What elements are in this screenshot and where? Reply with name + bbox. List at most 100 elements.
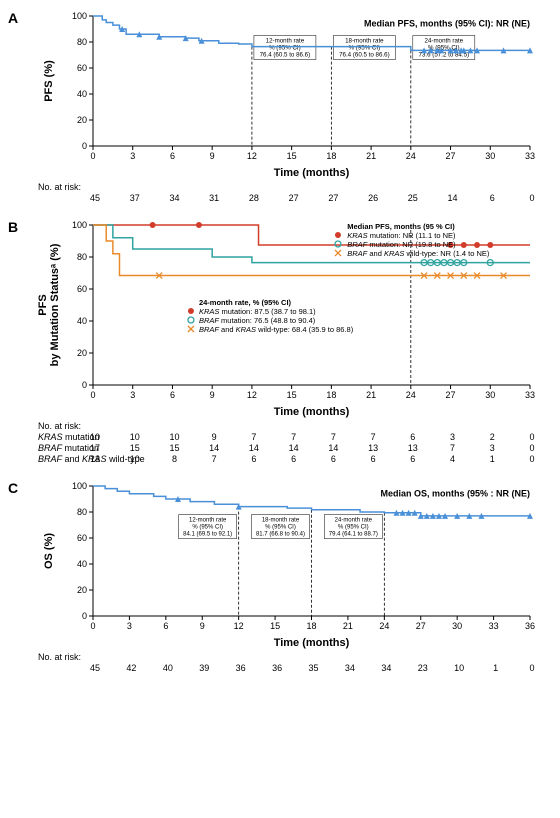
svg-text:84.1 (69.5 to 92.1): 84.1 (69.5 to 92.1) [183,532,232,538]
svg-text:76.4 (60.5 to 86.6): 76.4 (60.5 to 86.6) [339,52,390,59]
panel-b: B 0 20 40 60 80 100 0 3 6 9 12 15 18 21 24 27 30 33 Time (… [8,219,552,466]
svg-text:by Mutation Statusᵃ (%): by Mutation Statusᵃ (%) [49,243,61,366]
panel-a-risk-table: No. at risk:4537343128272726251460 [38,182,552,205]
svg-text:80: 80 [77,252,87,262]
svg-text:60: 60 [77,284,87,294]
svg-text:100: 100 [72,11,87,21]
svg-text:60: 60 [77,533,87,543]
svg-text:18: 18 [326,390,336,400]
svg-text:20: 20 [77,585,87,595]
svg-text:9: 9 [210,151,215,161]
panel-a-label: A [8,10,18,26]
svg-text:Time (months): Time (months) [274,406,350,418]
svg-text:60: 60 [77,63,87,73]
svg-text:24-month rate: 24-month rate [425,38,464,45]
svg-text:12: 12 [247,390,257,400]
svg-text:BRAF mutation: 76.5 (48.8 to 9: BRAF mutation: 76.5 (48.8 to 90.4) [199,316,316,325]
svg-text:Time (months): Time (months) [274,167,350,179]
svg-text:30: 30 [485,390,495,400]
svg-text:20: 20 [77,115,87,125]
svg-text:40: 40 [77,559,87,569]
svg-text:% (95% CI): % (95% CI) [265,525,296,531]
svg-text:18-month rate: 18-month rate [262,518,300,524]
svg-text:12-month rate: 12-month rate [189,518,227,524]
panel-c: C 0204060801000369121518212427303336Time… [8,480,552,675]
svg-text:0: 0 [82,611,87,621]
svg-text:Median PFS, months (95% CI): N: Median PFS, months (95% CI): NR (NE) [364,18,530,28]
svg-text:% (95% CI): % (95% CI) [269,45,301,52]
svg-text:21: 21 [366,151,376,161]
svg-text:BRAF and KRAS wild-type: NR (1: BRAF and KRAS wild-type: NR (1.4 to NE) [347,249,490,258]
svg-text:79.4 (64.1 to 88.7): 79.4 (64.1 to 88.7) [329,532,378,538]
svg-text:6: 6 [170,151,175,161]
svg-text:33: 33 [525,151,535,161]
svg-text:18: 18 [326,151,336,161]
svg-text:76.4 (60.5 to 86.6): 76.4 (60.5 to 86.6) [260,52,311,59]
svg-text:6: 6 [163,621,168,631]
svg-text:18: 18 [306,621,316,631]
svg-text:BRAF mutation: NR (19.8 to NE): BRAF mutation: NR (19.8 to NE) [347,240,456,249]
svg-text:9: 9 [210,390,215,400]
svg-text:27: 27 [416,621,426,631]
svg-text:Median PFS, months (95 % CI): Median PFS, months (95 % CI) [347,222,455,231]
svg-text:Median OS, months (95% : NR (N: Median OS, months (95% : NR (NE) [380,488,530,498]
svg-text:81.7 (66.8 to 90.4): 81.7 (66.8 to 90.4) [256,532,305,538]
svg-text:KRAS mutation: 87.5 (38.7 to 9: KRAS mutation: 87.5 (38.7 to 98.1) [199,307,316,316]
svg-text:OS (%): OS (%) [43,533,55,569]
panel-a: A 0 20 40 60 80 100 0 3 6 9 12 15 18 21 24 27 30 33 Time (… [8,10,552,205]
svg-text:3: 3 [130,390,135,400]
svg-text:Time (months): Time (months) [274,637,350,649]
svg-text:0: 0 [90,621,95,631]
svg-text:21: 21 [343,621,353,631]
svg-text:27: 27 [446,390,456,400]
svg-text:PFS: PFS [38,294,49,315]
svg-text:BRAF and KRAS wild-type: 68.4: BRAF and KRAS wild-type: 68.4 (35.9 to 8… [199,325,354,334]
svg-text:0: 0 [82,380,87,390]
svg-text:27: 27 [446,151,456,161]
svg-text:12: 12 [234,621,244,631]
svg-text:3: 3 [127,621,132,631]
svg-text:80: 80 [77,37,87,47]
svg-text:12-month rate: 12-month rate [266,38,305,45]
panel-b-label: B [8,219,18,235]
svg-text:40: 40 [77,89,87,99]
svg-text:24: 24 [406,390,416,400]
svg-text:% (95% CI): % (95% CI) [349,45,381,52]
svg-text:100: 100 [72,481,87,491]
svg-text:24: 24 [379,621,389,631]
svg-text:20: 20 [77,348,87,358]
svg-text:30: 30 [452,621,462,631]
svg-text:33: 33 [489,621,499,631]
panel-b-risk-table: No. at risk:KRAS mutation101010977776320… [38,421,552,466]
svg-text:3: 3 [130,151,135,161]
svg-text:15: 15 [287,151,297,161]
svg-text:24-month rate: 24-month rate [335,518,373,524]
panel-c-label: C [8,480,18,496]
svg-text:KRAS mutation: NR (11.1 to NE): KRAS mutation: NR (11.1 to NE) [347,231,456,240]
svg-text:80: 80 [77,507,87,517]
svg-text:24-month rate, % (95% CI): 24-month rate, % (95% CI) [199,298,292,307]
svg-text:15: 15 [270,621,280,631]
svg-text:6: 6 [170,390,175,400]
svg-text:% (95% CI): % (95% CI) [338,525,369,531]
svg-text:15: 15 [287,390,297,400]
svg-text:PFS (%): PFS (%) [43,60,55,102]
panel-c-risk-table: No. at risk:454240393636353434231010 [38,652,552,675]
svg-text:0: 0 [90,151,95,161]
svg-text:18-month rate: 18-month rate [345,38,384,45]
svg-text:21: 21 [366,390,376,400]
svg-text:9: 9 [200,621,205,631]
svg-text:24: 24 [406,151,416,161]
svg-text:0: 0 [82,141,87,151]
panel-a-chart: 0 20 40 60 80 100 0 3 6 9 12 15 18 21 24 27 30 33 Time (mo… [38,10,538,180]
svg-text:100: 100 [72,220,87,230]
svg-text:30: 30 [485,151,495,161]
svg-text:0: 0 [90,390,95,400]
svg-text:33: 33 [525,390,535,400]
svg-text:% (95% CI): % (95% CI) [192,525,223,531]
panel-c-chart: 0204060801000369121518212427303336Time (… [38,480,538,650]
svg-text:12: 12 [247,151,257,161]
svg-text:40: 40 [77,316,87,326]
svg-text:36: 36 [525,621,535,631]
panel-b-chart: 0 20 40 60 80 100 0 3 6 9 12 15 18 21 24 27 30 33 Time (mo… [38,219,538,419]
